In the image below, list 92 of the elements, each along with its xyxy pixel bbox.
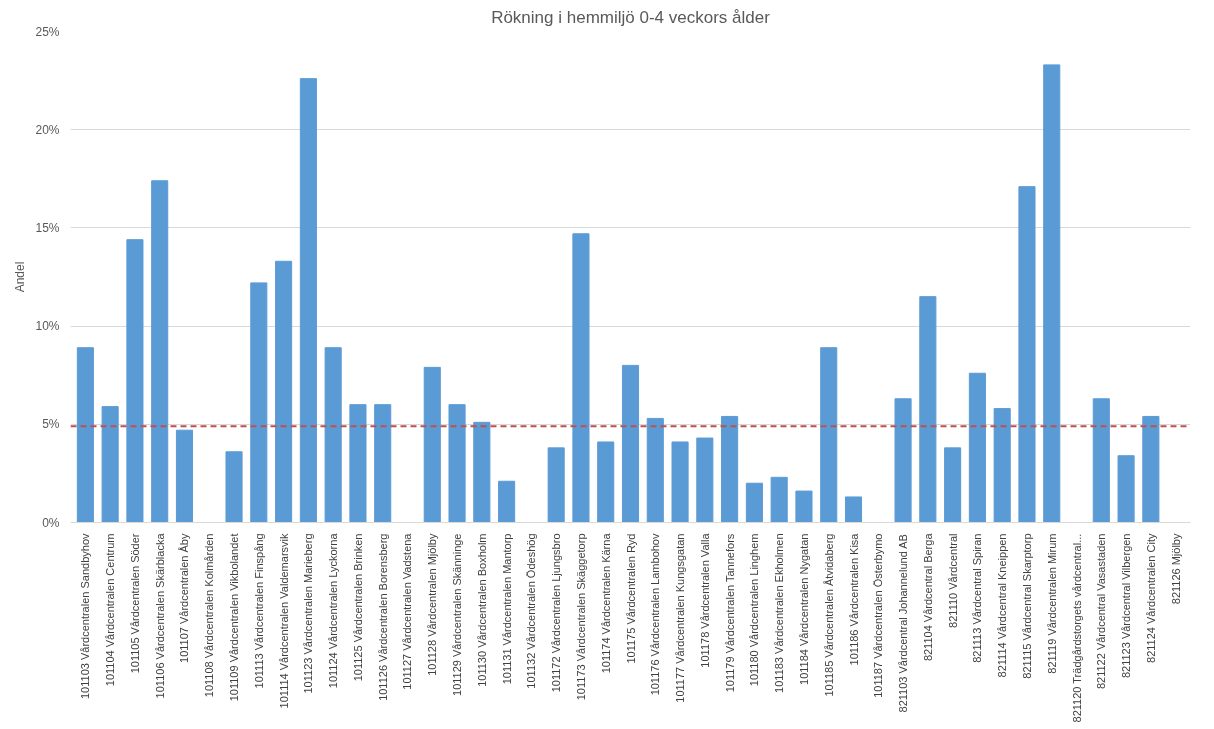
bar	[473, 421, 491, 523]
x-tick-label: 101114 Vårdcentralen Valdemarsvik	[277, 533, 290, 709]
x-tick-label: 821113 Vårdcentral Spiran	[971, 533, 984, 663]
x-tick-label: 101172 Vårdcentralen Ljungsbro	[550, 533, 563, 693]
x-tick-label: 101113 Vårdcentralen Finspång	[252, 533, 265, 689]
bar	[1092, 398, 1110, 523]
x-tick-label: 101178 Vårdcentralen Valla	[698, 532, 711, 668]
x-tick-label: 101127 Vårdcentralen Vadstena	[401, 532, 414, 690]
bar	[671, 441, 689, 523]
x-tick-label: 821104 Vårdcentral Berga	[921, 532, 934, 662]
x-tick-label: 821120 Trädgårdstorgets vårdcentral...	[1070, 533, 1083, 723]
x-tick-label: 101173 Vårdcentralen Skäggetorp	[574, 533, 587, 701]
x-tick-label: 821124 Vårdcentralen City	[1144, 533, 1157, 663]
x-tick-label: 101128 Vårdcentralen Mjölby	[426, 533, 439, 676]
y-tick-label: 10%	[35, 319, 60, 334]
bar	[547, 447, 565, 523]
x-tick-label: 101103 Vårdcentralen Sandbyhov	[79, 533, 92, 700]
x-tick-label: 821115 Vårdcentral Skarptorp	[1020, 533, 1033, 679]
bar	[745, 482, 763, 523]
bar	[299, 78, 317, 523]
x-tick-label: 101123 Vårdcentralen Marieberg	[302, 533, 315, 694]
y-tick-label: 25%	[35, 24, 60, 39]
x-tick-label: 101177 Vårdcentralen Kungsgatan	[674, 533, 687, 703]
bar	[498, 480, 516, 523]
bar	[324, 347, 342, 523]
bar	[795, 490, 813, 523]
bar	[621, 364, 640, 523]
bar	[225, 451, 243, 523]
x-tick-label: 101131 Vårdcentralen Mantorp	[500, 533, 513, 685]
bar	[919, 296, 937, 523]
x-tick-label: 101108 Vårdcentralen Kolmården	[203, 533, 216, 698]
x-tick-label: 821103 Vårdcentral Johannelund AB	[897, 534, 910, 713]
bar	[76, 347, 94, 523]
y-axis-title: Andel	[13, 261, 28, 293]
x-tick-label: 101109 Vårdcentralen Vikbolandet	[228, 533, 241, 702]
y-tick-label: 15%	[35, 220, 60, 235]
x-tick-label: 101125 Vårdcentralen Brinken	[351, 533, 364, 682]
bar	[844, 496, 863, 523]
bar	[894, 398, 912, 523]
bar	[126, 239, 144, 523]
bar	[250, 282, 268, 523]
x-tick-label: 101130 Vårdcentralen Boxholm	[475, 533, 488, 687]
bar	[1142, 415, 1160, 523]
bar	[572, 233, 590, 523]
x-tick-label: 101179 Vårdcentralen Tannefors	[723, 533, 736, 693]
x-tick-label: 101174 Vårdcentralen Kärna	[599, 532, 612, 674]
x-tick-label: 101106 Vårdcentralen Skärblacka	[153, 532, 166, 699]
bar	[151, 180, 169, 523]
x-tick-label: 101184 Vårdcentralen Nygatan	[797, 533, 810, 685]
x-tick-label: 101187 Vårdcentralen Österbymo	[872, 533, 885, 698]
x-tick-label: 101132 Vårdcentralen Ödeshög	[525, 533, 538, 689]
x-tick-label: 821122 Vårdcentral Vasastaden	[1095, 533, 1108, 690]
y-tick-label: 0%	[42, 515, 60, 530]
bar	[374, 404, 392, 523]
x-tick-label: 101186 Vårdcentralen Kisa	[847, 532, 860, 666]
x-tick-label: 101104 Vårdcentralen Centrum	[104, 533, 117, 687]
x-tick-label: 101185 Vårdcentralen Åtvidaberg	[822, 533, 835, 697]
x-tick-label: 101175 Vårdcentralen Ryd	[624, 533, 637, 664]
x-tick-label: 101124 Vårdcentralen Lyckorna	[327, 532, 340, 689]
x-tick-label: 101176 Vårdcentralen Lambohov	[649, 533, 662, 696]
x-tick-label: 101107 Vårdcentralen Åby	[178, 533, 191, 663]
bar	[770, 476, 788, 523]
bar	[1018, 186, 1036, 523]
x-tick-label: 821110 Vårdcentral	[946, 533, 959, 628]
bar	[448, 404, 466, 523]
bar	[423, 366, 441, 523]
x-tick-label: 821123 Vårdcentral Vilbergen	[1120, 533, 1133, 679]
bar	[175, 429, 194, 523]
bar	[597, 441, 615, 523]
x-tick-label: 821114 Vårdcentral Kneippen	[996, 533, 1009, 678]
chart-title: Rökning i hemmiljö 0-4 veckors ålder	[491, 7, 771, 27]
x-tick-label: 101183 Vårdcentralen Ekholmen	[773, 533, 786, 693]
bar	[349, 404, 367, 523]
bar	[944, 447, 962, 523]
bar	[820, 347, 838, 523]
bar	[993, 408, 1011, 523]
bar	[1043, 64, 1061, 523]
x-tick-label: 101129 Vårdcentralen Skänninge	[451, 533, 464, 696]
bar	[101, 406, 119, 523]
x-tick-label: 101180 Vårdcentralen Linghem	[748, 533, 761, 687]
bar	[696, 437, 714, 523]
bar	[1117, 455, 1135, 523]
x-tick-label: 821126 Mjölby	[1169, 533, 1182, 605]
x-tick-label: 821119 Vårdcentralen Mirum	[1045, 533, 1058, 674]
y-tick-label: 20%	[35, 122, 60, 137]
y-tick-label: 5%	[42, 417, 60, 432]
bar	[721, 415, 739, 523]
bar	[646, 417, 664, 523]
bar	[968, 372, 986, 523]
x-tick-label: 101105 Vårdcentralen Söder	[128, 533, 141, 674]
x-tick-label: 101126 Vårdcentralen Borensberg	[376, 533, 389, 701]
bar	[275, 260, 293, 523]
